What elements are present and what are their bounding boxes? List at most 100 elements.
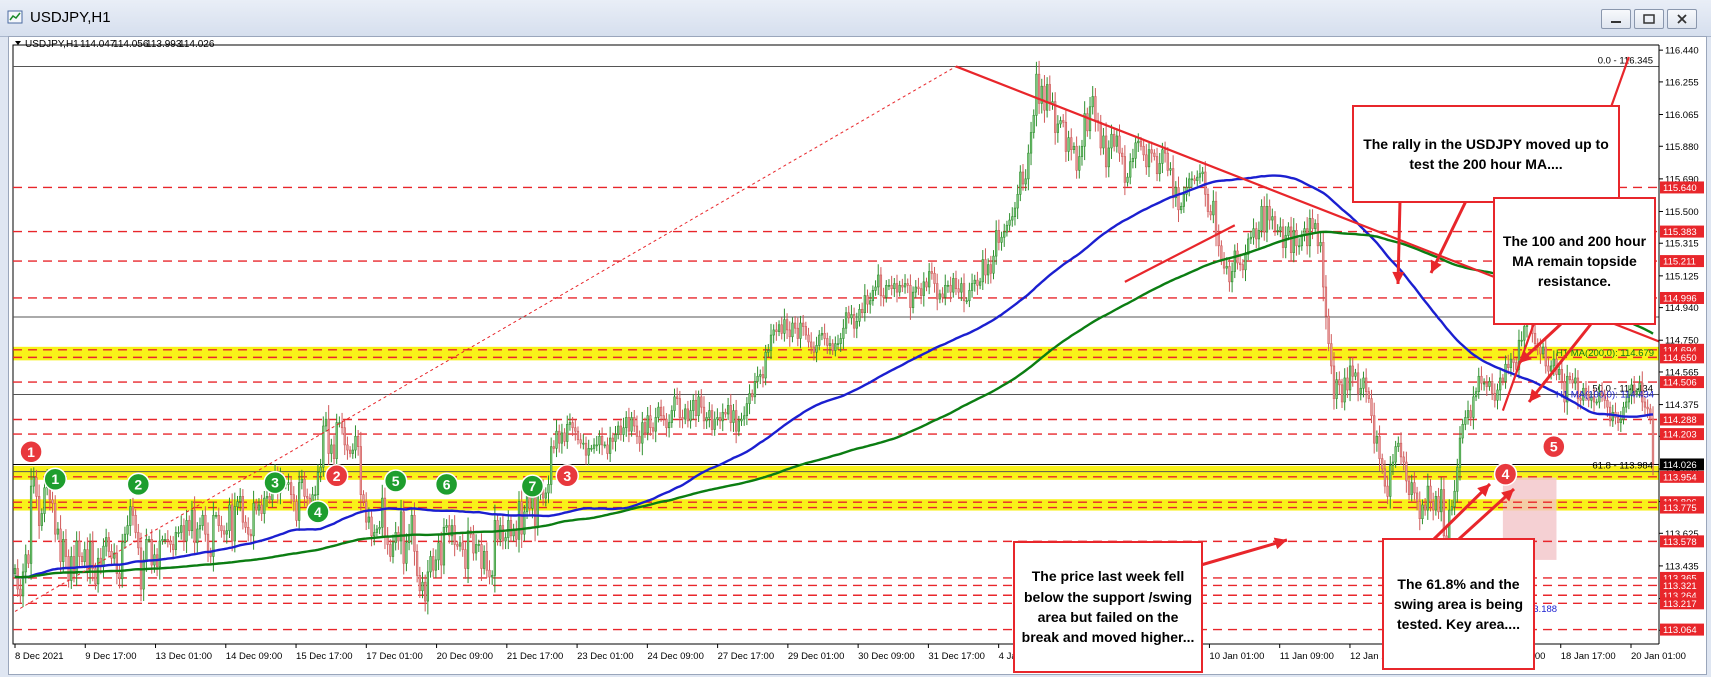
candle-body bbox=[1509, 358, 1513, 368]
candle-body bbox=[654, 417, 657, 432]
candle bbox=[997, 219, 1001, 251]
moving-average-line bbox=[14, 230, 1654, 579]
candle-body bbox=[332, 444, 336, 459]
candle-body bbox=[1255, 228, 1258, 240]
candle-body bbox=[1322, 242, 1325, 288]
candle-body bbox=[962, 283, 966, 302]
candle bbox=[976, 271, 979, 295]
candle bbox=[759, 369, 762, 385]
support-zone bbox=[13, 499, 1659, 511]
price-tick-label: 113.625 bbox=[1665, 529, 1699, 540]
candle bbox=[383, 487, 387, 550]
candle-body bbox=[997, 230, 1001, 243]
candle bbox=[1284, 226, 1287, 259]
candle bbox=[1415, 486, 1419, 511]
candle bbox=[1362, 371, 1365, 398]
candle-body bbox=[1373, 415, 1376, 444]
candle-body bbox=[102, 545, 105, 568]
candle bbox=[630, 411, 633, 437]
candle bbox=[780, 317, 783, 340]
candle-body bbox=[1442, 489, 1446, 537]
candle bbox=[314, 485, 317, 501]
candle bbox=[710, 404, 714, 436]
candle-body bbox=[1324, 286, 1328, 317]
candle bbox=[247, 517, 250, 542]
candle bbox=[1464, 410, 1467, 431]
candle bbox=[418, 566, 421, 598]
candle-body bbox=[1193, 178, 1196, 181]
annotation-arrow bbox=[1429, 200, 1468, 274]
candle-body bbox=[488, 569, 491, 578]
candle-body bbox=[831, 343, 834, 351]
candle-body bbox=[241, 496, 245, 523]
candle bbox=[708, 401, 711, 428]
close-button[interactable] bbox=[1667, 9, 1697, 29]
candle-body bbox=[228, 504, 231, 532]
candle bbox=[1520, 331, 1523, 347]
candle-body bbox=[1228, 266, 1231, 283]
candle bbox=[1196, 170, 1199, 186]
candle bbox=[555, 419, 558, 458]
candle-body bbox=[466, 530, 470, 569]
candle bbox=[1054, 92, 1057, 145]
candle-body bbox=[1180, 206, 1183, 211]
candle bbox=[220, 515, 223, 538]
candle-body bbox=[314, 494, 317, 496]
candle bbox=[1603, 389, 1606, 409]
price-tick-label: 116.255 bbox=[1665, 77, 1699, 88]
minimize-button[interactable] bbox=[1601, 9, 1631, 29]
candle-body bbox=[812, 346, 816, 353]
maximize-button[interactable] bbox=[1634, 9, 1664, 29]
candle-body bbox=[761, 374, 765, 379]
candle-body bbox=[255, 502, 258, 511]
candle bbox=[1008, 213, 1011, 231]
candle-body bbox=[1206, 194, 1210, 212]
header-dropdown-icon[interactable] bbox=[15, 41, 21, 45]
candle-body bbox=[1523, 326, 1526, 341]
chart-area[interactable]: 0.0 - 116.34538.2 - 114.88550.0 - 114.43… bbox=[8, 36, 1707, 675]
symbol-header: USDJPY,H1 bbox=[25, 39, 79, 50]
candle-body bbox=[1174, 187, 1177, 199]
candle bbox=[1292, 218, 1295, 263]
candle-body bbox=[367, 516, 371, 523]
candle-body bbox=[348, 449, 352, 454]
candle-body bbox=[751, 393, 754, 398]
candle bbox=[558, 424, 561, 453]
candle-body bbox=[1113, 133, 1116, 147]
candle-body bbox=[700, 396, 703, 408]
candle-body bbox=[619, 425, 623, 435]
candle-body bbox=[1619, 418, 1622, 423]
candle-body bbox=[418, 575, 421, 592]
candle bbox=[726, 397, 730, 421]
candle bbox=[1587, 385, 1590, 408]
candle-body bbox=[807, 334, 810, 343]
candle-body bbox=[1134, 142, 1137, 159]
candle-body bbox=[37, 496, 41, 526]
candle-body bbox=[1078, 156, 1081, 171]
candle bbox=[743, 406, 746, 426]
candle bbox=[1383, 460, 1387, 494]
candle-body bbox=[944, 284, 947, 298]
annotation-price-fell-text: The price last week fell below the suppo… bbox=[1021, 568, 1195, 646]
candle bbox=[1070, 128, 1073, 161]
candle bbox=[667, 414, 671, 438]
candle-body bbox=[1582, 387, 1585, 401]
candle-body bbox=[172, 544, 175, 550]
candle bbox=[1150, 141, 1153, 163]
price-tick-label: 115.125 bbox=[1665, 271, 1699, 282]
candle-body bbox=[850, 314, 853, 319]
annotation-fib-test: The 61.8% and the swing area is being te… bbox=[1382, 538, 1535, 670]
price-level-tag-label: 115.640 bbox=[1663, 183, 1697, 194]
candle bbox=[1461, 418, 1464, 444]
candle-body bbox=[1346, 377, 1349, 391]
price-level-tag bbox=[1660, 225, 1704, 238]
candle-body bbox=[1037, 73, 1041, 104]
candle bbox=[1378, 425, 1381, 471]
price-level-tag bbox=[1660, 501, 1704, 514]
candle-body bbox=[855, 321, 858, 329]
candle-body bbox=[973, 279, 976, 284]
candle bbox=[981, 250, 984, 291]
candle-body bbox=[190, 509, 194, 532]
candle bbox=[512, 523, 515, 542]
candle-body bbox=[383, 497, 387, 537]
